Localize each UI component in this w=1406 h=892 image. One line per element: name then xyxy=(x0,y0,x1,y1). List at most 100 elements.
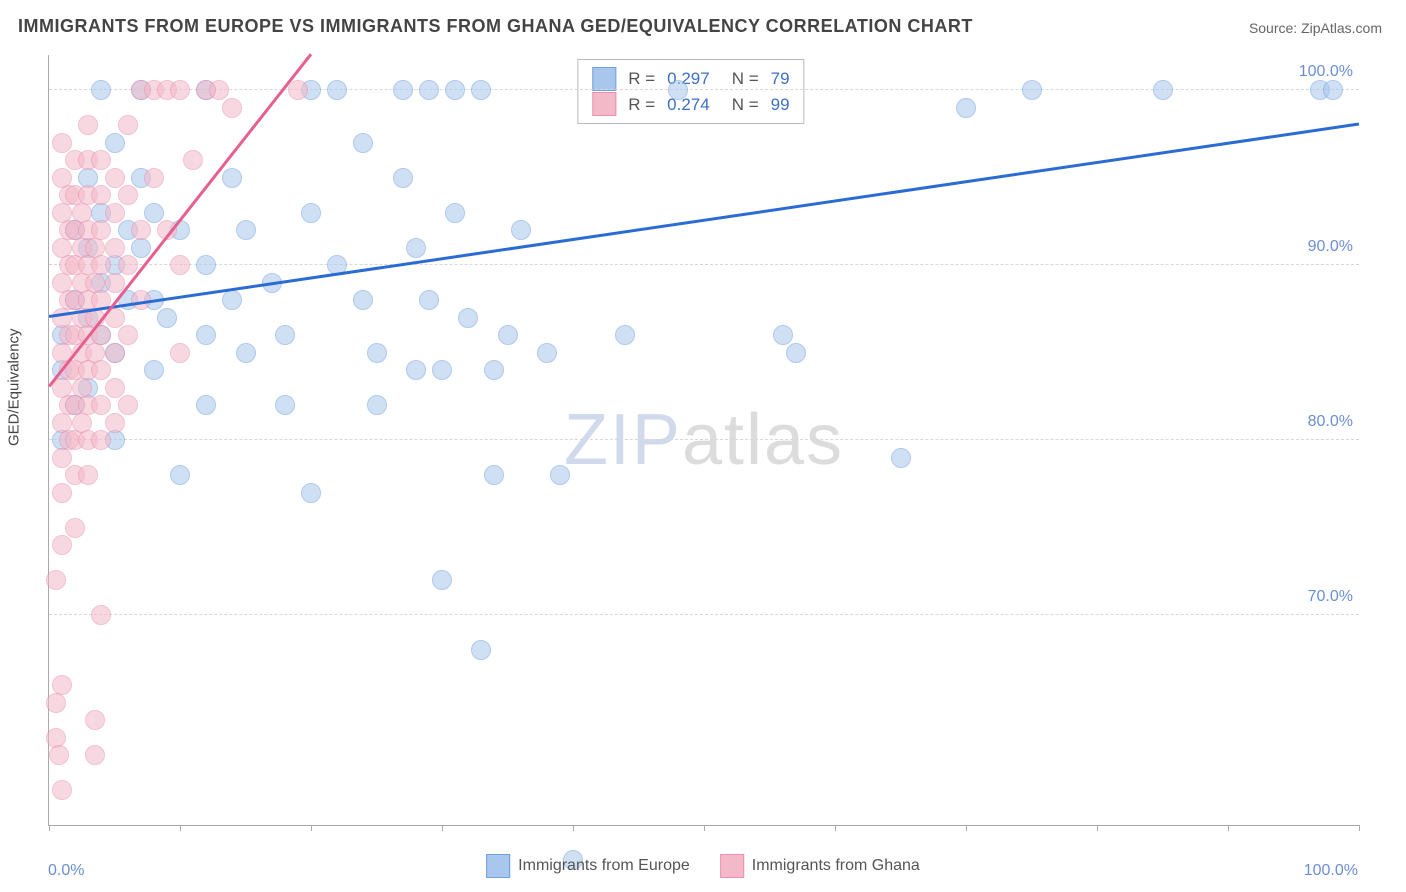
data-point-europe xyxy=(511,220,531,240)
x-tick xyxy=(49,825,50,831)
stats-row-europe: R =0.297N =79 xyxy=(592,66,789,92)
data-point-europe xyxy=(786,343,806,363)
data-point-europe xyxy=(484,360,504,380)
data-point-ghana xyxy=(49,745,69,765)
data-point-europe xyxy=(222,290,242,310)
data-point-europe xyxy=(432,360,452,380)
data-point-ghana xyxy=(46,693,66,713)
data-point-europe xyxy=(615,325,635,345)
y-axis-title: GED/Equivalency xyxy=(6,328,23,446)
data-point-europe xyxy=(471,640,491,660)
source-name: ZipAtlas.com xyxy=(1301,20,1382,36)
data-point-ghana xyxy=(91,360,111,380)
data-point-europe xyxy=(773,325,793,345)
x-axis-max-label: 100.0% xyxy=(1304,862,1358,880)
data-point-europe xyxy=(550,465,570,485)
stats-legend-box: R =0.297N =79R =0.274N =99 xyxy=(577,59,804,124)
chart-title: IMMIGRANTS FROM EUROPE VS IMMIGRANTS FRO… xyxy=(18,16,973,37)
data-point-europe xyxy=(353,133,373,153)
y-tick-label: 70.0% xyxy=(1308,588,1353,606)
y-tick-label: 90.0% xyxy=(1308,238,1353,256)
data-point-ghana xyxy=(183,150,203,170)
x-tick xyxy=(1228,825,1229,831)
data-point-ghana xyxy=(91,220,111,240)
data-point-europe xyxy=(301,483,321,503)
data-point-europe xyxy=(131,238,151,258)
data-point-europe xyxy=(144,203,164,223)
stat-r-label: R = xyxy=(628,92,655,118)
x-tick xyxy=(1097,825,1098,831)
data-point-europe xyxy=(393,168,413,188)
watermark-part2: atlas xyxy=(682,400,844,480)
legend-label-ghana: Immigrants from Ghana xyxy=(752,857,920,875)
data-point-ghana xyxy=(52,133,72,153)
data-point-europe xyxy=(445,203,465,223)
data-point-ghana xyxy=(288,80,308,100)
data-point-europe xyxy=(445,80,465,100)
data-point-europe xyxy=(275,395,295,415)
data-point-ghana xyxy=(91,395,111,415)
data-point-ghana xyxy=(91,150,111,170)
plot-area: ZIPatlas R =0.297N =79R =0.274N =99 70.0… xyxy=(48,55,1359,826)
x-tick xyxy=(573,825,574,831)
legend-item-europe: Immigrants from Europe xyxy=(486,854,690,878)
gridline-h xyxy=(49,264,1359,265)
data-point-europe xyxy=(91,80,111,100)
data-point-europe xyxy=(406,360,426,380)
gridline-h xyxy=(49,439,1359,440)
data-point-europe xyxy=(1022,80,1042,100)
data-point-ghana xyxy=(118,115,138,135)
data-point-europe xyxy=(236,343,256,363)
data-point-europe xyxy=(891,448,911,468)
data-point-ghana xyxy=(91,430,111,450)
data-point-europe xyxy=(956,98,976,118)
data-point-europe xyxy=(275,325,295,345)
stat-n-label: N = xyxy=(732,66,759,92)
data-point-ghana xyxy=(105,378,125,398)
data-point-ghana xyxy=(170,80,190,100)
watermark: ZIPatlas xyxy=(564,399,844,481)
watermark-part1: ZIP xyxy=(564,400,682,480)
x-axis-min-label: 0.0% xyxy=(48,862,84,880)
data-point-europe xyxy=(471,80,491,100)
legend-swatch-europe xyxy=(592,67,616,91)
data-point-europe xyxy=(498,325,518,345)
data-point-europe xyxy=(432,570,452,590)
data-point-ghana xyxy=(78,115,98,135)
data-point-europe xyxy=(196,325,216,345)
data-point-europe xyxy=(419,290,439,310)
x-tick xyxy=(442,825,443,831)
y-tick-label: 100.0% xyxy=(1299,63,1353,81)
y-tick-label: 80.0% xyxy=(1308,413,1353,431)
legend-label-europe: Immigrants from Europe xyxy=(518,857,690,875)
data-point-europe xyxy=(419,80,439,100)
legend-item-ghana: Immigrants from Ghana xyxy=(720,854,920,878)
stat-n-label: N = xyxy=(732,92,759,118)
data-point-europe xyxy=(196,255,216,275)
series-legend: Immigrants from Europe Immigrants from Gh… xyxy=(486,854,920,878)
data-point-ghana xyxy=(118,185,138,205)
legend-swatch-europe xyxy=(486,854,510,878)
data-point-europe xyxy=(537,343,557,363)
data-point-europe xyxy=(458,308,478,328)
data-point-europe xyxy=(393,80,413,100)
data-point-ghana xyxy=(52,448,72,468)
data-point-ghana xyxy=(105,168,125,188)
data-point-ghana xyxy=(105,273,125,293)
data-point-europe xyxy=(196,395,216,415)
data-point-europe xyxy=(668,80,688,100)
data-point-europe xyxy=(367,395,387,415)
data-point-europe xyxy=(367,343,387,363)
x-tick xyxy=(835,825,836,831)
data-point-ghana xyxy=(118,255,138,275)
x-tick xyxy=(1359,825,1360,831)
data-point-ghana xyxy=(209,80,229,100)
data-point-europe xyxy=(222,168,242,188)
x-tick xyxy=(704,825,705,831)
data-point-ghana xyxy=(144,168,164,188)
stat-n-value-europe: 79 xyxy=(771,66,790,92)
data-point-europe xyxy=(484,465,504,485)
data-point-ghana xyxy=(105,413,125,433)
data-point-ghana xyxy=(85,710,105,730)
data-point-ghana xyxy=(46,570,66,590)
